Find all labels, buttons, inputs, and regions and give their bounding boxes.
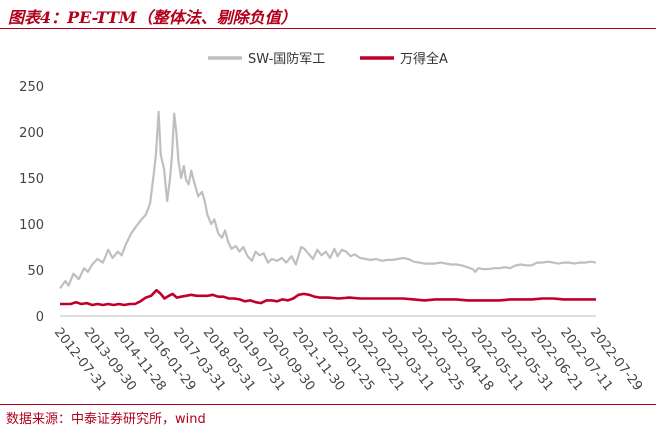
x-axis: 2012-07-312013-09-302014-11-282016-01-29…: [51, 315, 645, 394]
y-axis: 0 50 100 150 200 250: [19, 80, 44, 325]
y-tick-label: 200: [19, 126, 44, 141]
legend-label: SW-国防军工: [248, 51, 325, 67]
y-tick-label: 0: [36, 310, 44, 325]
figure-title: 图表4：PE-TTM（整体法、剔除负值）: [8, 8, 297, 27]
y-tick-label: 100: [19, 218, 44, 233]
series-line-wind-all-a: [60, 288, 596, 307]
legend-label: 万得全A: [400, 51, 448, 67]
y-tick-label: 150: [19, 172, 44, 187]
top-rule: [0, 28, 656, 29]
plot-area: [59, 110, 597, 307]
pe-ttm-line-chart: SW-国防军工 万得全A 0 50 100 150 200 250 2012-07-3120…: [19, 51, 645, 394]
series-line-sw-defense: [59, 110, 597, 290]
y-tick-label: 50: [27, 264, 44, 279]
chart-legend: SW-国防军工 万得全A: [208, 51, 448, 67]
bottom-rule: [0, 404, 656, 405]
source-note: 数据来源：中泰证券研究所，wind: [6, 412, 206, 427]
y-tick-label: 250: [19, 80, 44, 95]
